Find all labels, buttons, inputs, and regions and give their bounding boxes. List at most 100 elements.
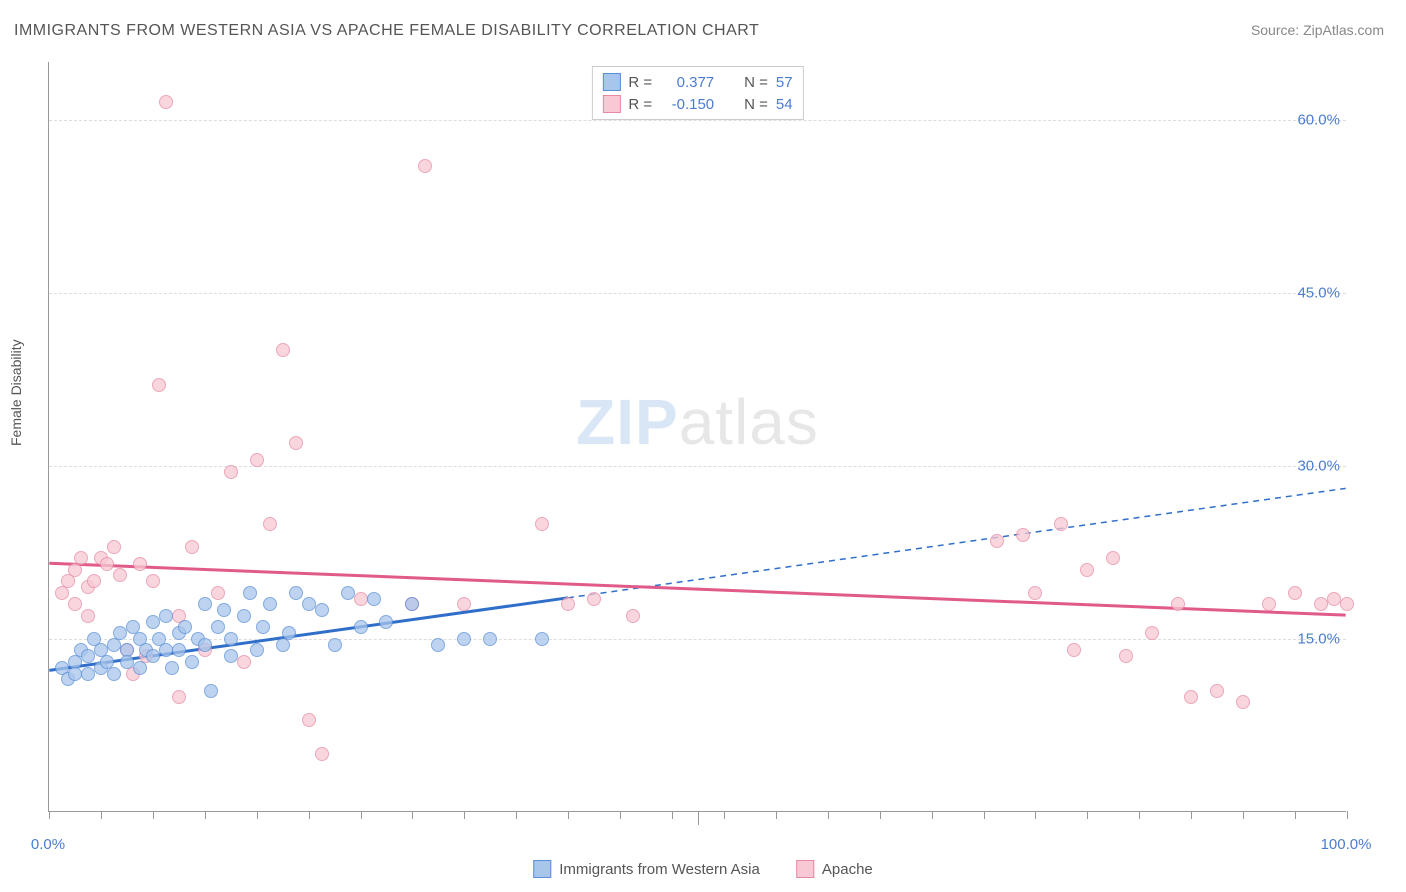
data-point [243,586,257,600]
x-tick-major [698,811,699,825]
legend-swatch [533,860,551,878]
y-axis-label: Female Disability [8,339,24,446]
y-tick-label: 45.0% [1297,284,1340,301]
gridline [49,466,1346,467]
x-tick [724,811,725,819]
data-point [81,609,95,623]
x-tick-label: 100.0% [1321,836,1372,853]
data-point [159,95,173,109]
legend-r-value: -0.150 [660,96,714,113]
gridline [49,293,1346,294]
x-tick [153,811,154,819]
trend-lines [49,62,1346,811]
data-point [1327,592,1341,606]
data-point [185,655,199,669]
data-point [483,632,497,646]
data-point [457,597,471,611]
data-point [68,667,82,681]
legend-n-value: 57 [776,74,793,91]
data-point [113,626,127,640]
x-tick [1035,811,1036,819]
data-point [120,655,134,669]
data-point [107,540,121,554]
x-tick [257,811,258,819]
x-tick [412,811,413,819]
legend-n-label: N = [744,96,768,113]
data-point [146,574,160,588]
plot-area: ZIPatlas 15.0%30.0%45.0%60.0% R =0.377N … [48,62,1346,812]
x-tick [516,811,517,819]
data-point [379,615,393,629]
data-point [354,592,368,606]
legend-r-label: R = [628,74,652,91]
watermark-rest: atlas [679,386,819,458]
data-point [990,534,1004,548]
data-point [315,603,329,617]
legend-swatch [602,73,620,91]
data-point [146,649,160,663]
data-point [113,568,127,582]
x-tick [1295,811,1296,819]
data-point [405,597,419,611]
data-point [172,690,186,704]
data-point [561,597,575,611]
x-tick [309,811,310,819]
data-point [185,540,199,554]
data-point [68,597,82,611]
data-point [237,655,251,669]
source-attribution: Source: ZipAtlas.com [1251,22,1384,38]
x-tick [205,811,206,819]
data-point [146,615,160,629]
legend-r-label: R = [628,96,652,113]
data-point [224,632,238,646]
legend-swatch [796,860,814,878]
data-point [172,643,186,657]
x-tick [776,811,777,819]
legend-label: Immigrants from Western Asia [559,861,760,878]
data-point [418,159,432,173]
data-point [1028,586,1042,600]
data-point [535,517,549,531]
data-point [250,643,264,657]
chart-title: IMMIGRANTS FROM WESTERN ASIA VS APACHE F… [14,22,759,40]
data-point [263,597,277,611]
legend-swatch [602,95,620,113]
data-point [587,592,601,606]
x-tick [1347,811,1348,819]
data-point [211,586,225,600]
y-tick-label: 60.0% [1297,111,1340,128]
data-point [198,638,212,652]
trend-line [568,488,1346,597]
x-tick [880,811,881,819]
legend-label: Apache [822,861,873,878]
data-point [1236,695,1250,709]
data-point [237,609,251,623]
data-point [178,620,192,634]
data-point [1171,597,1185,611]
data-point [224,649,238,663]
data-point [250,453,264,467]
x-tick [464,811,465,819]
x-tick [49,811,50,819]
x-tick [620,811,621,819]
data-point [282,626,296,640]
data-point [1016,528,1030,542]
data-point [133,661,147,675]
data-point [1314,597,1328,611]
legend-n-label: N = [744,74,768,91]
legend-stat-row: R =0.377N =57 [602,71,792,93]
data-point [626,609,640,623]
data-point [302,597,316,611]
data-point [289,436,303,450]
x-tick [101,811,102,819]
x-tick [1243,811,1244,819]
data-point [1210,684,1224,698]
legend-series: Immigrants from Western Asia Apache [533,860,873,878]
data-point [81,649,95,663]
data-point [289,586,303,600]
data-point [165,661,179,675]
data-point [1262,597,1276,611]
watermark: ZIPatlas [576,385,819,459]
data-point [354,620,368,634]
data-point [1288,586,1302,600]
